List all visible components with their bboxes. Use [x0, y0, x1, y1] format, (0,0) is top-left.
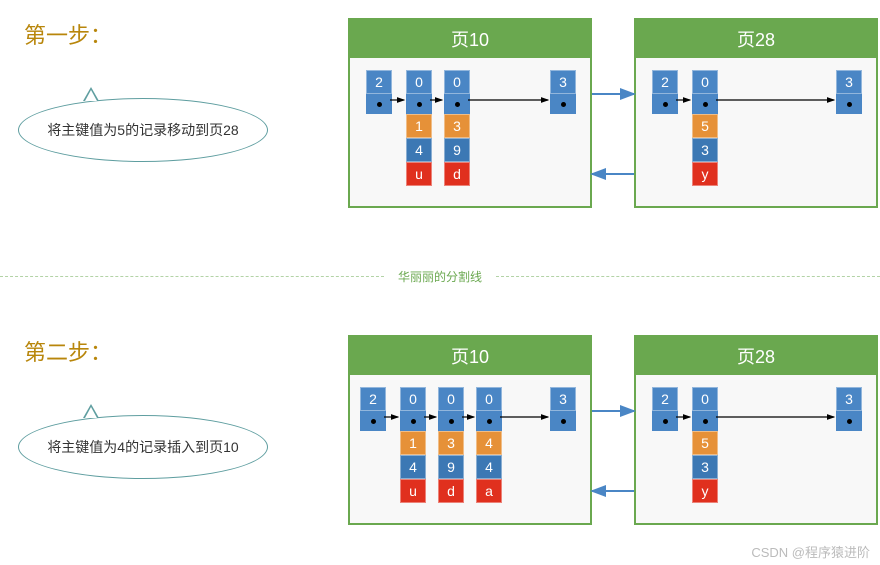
data-cell: 3 [438, 431, 464, 455]
data-cell: u [406, 162, 432, 186]
header-cell: 0 [406, 70, 432, 94]
step2-page28: 页28 2053y3 [634, 335, 878, 525]
header-cell: 3 [550, 70, 576, 94]
pointer-cell [550, 94, 576, 114]
data-cell: d [444, 162, 470, 186]
header-cell: 0 [692, 387, 718, 411]
step2-bubble: 将主键值为4的记录插入到页10 [18, 415, 268, 479]
pointer-cell [692, 94, 718, 114]
pointer-cell [406, 94, 432, 114]
step1-page10: 页10 2014u039d3 [348, 18, 592, 208]
pointer-cell [444, 94, 470, 114]
pointer-cell [360, 411, 386, 431]
pointer-cell [652, 411, 678, 431]
step1-page28-title: 页28 [636, 20, 876, 58]
data-cell: 3 [692, 138, 718, 162]
header-cell: 3 [836, 70, 862, 94]
header-cell: 0 [438, 387, 464, 411]
step2-page10-title: 页10 [350, 337, 590, 375]
step1-page28: 页28 2053y3 [634, 18, 878, 208]
step1-page10-title: 页10 [350, 20, 590, 58]
header-cell: 0 [476, 387, 502, 411]
data-cell: 3 [444, 114, 470, 138]
data-cell: 5 [692, 114, 718, 138]
header-cell: 2 [652, 387, 678, 411]
data-cell: 4 [476, 431, 502, 455]
watermark: CSDN @程序猿进阶 [751, 542, 870, 561]
data-cell: a [476, 479, 502, 503]
pointer-cell [836, 94, 862, 114]
header-cell: 3 [836, 387, 862, 411]
pointer-cell [692, 411, 718, 431]
step2-bubble-text: 将主键值为4的记录插入到页10 [47, 437, 238, 457]
pointer-cell [366, 94, 392, 114]
step1-bubble: 将主键值为5的记录移动到页28 [18, 98, 268, 162]
header-cell: 2 [366, 70, 392, 94]
step1-label: 第一步： [24, 18, 112, 50]
step2-page10: 页10 2014u039d044a3 [348, 335, 592, 525]
header-cell: 3 [550, 387, 576, 411]
divider-line-right [496, 276, 880, 277]
data-cell: 9 [444, 138, 470, 162]
data-cell: 9 [438, 455, 464, 479]
header-cell: 2 [360, 387, 386, 411]
header-cell: 2 [652, 70, 678, 94]
pointer-cell [550, 411, 576, 431]
header-cell: 0 [444, 70, 470, 94]
pointer-cell [400, 411, 426, 431]
divider: 华丽丽的分割线 [0, 268, 880, 285]
step1-bubble-text: 将主键值为5的记录移动到页28 [47, 120, 238, 140]
data-cell: 1 [400, 431, 426, 455]
data-cell: y [692, 479, 718, 503]
data-cell: 4 [406, 138, 432, 162]
pointer-cell [652, 94, 678, 114]
data-cell: 1 [406, 114, 432, 138]
divider-text: 华丽丽的分割线 [384, 268, 496, 285]
data-cell: 5 [692, 431, 718, 455]
data-cell: d [438, 479, 464, 503]
data-cell: 3 [692, 455, 718, 479]
divider-line-left [0, 276, 384, 277]
data-cell: u [400, 479, 426, 503]
pointer-cell [476, 411, 502, 431]
data-cell: y [692, 162, 718, 186]
pointer-cell [438, 411, 464, 431]
header-cell: 0 [692, 70, 718, 94]
pointer-cell [836, 411, 862, 431]
header-cell: 0 [400, 387, 426, 411]
data-cell: 4 [400, 455, 426, 479]
data-cell: 4 [476, 455, 502, 479]
step2-page28-title: 页28 [636, 337, 876, 375]
step2-label: 第二步： [24, 335, 112, 367]
